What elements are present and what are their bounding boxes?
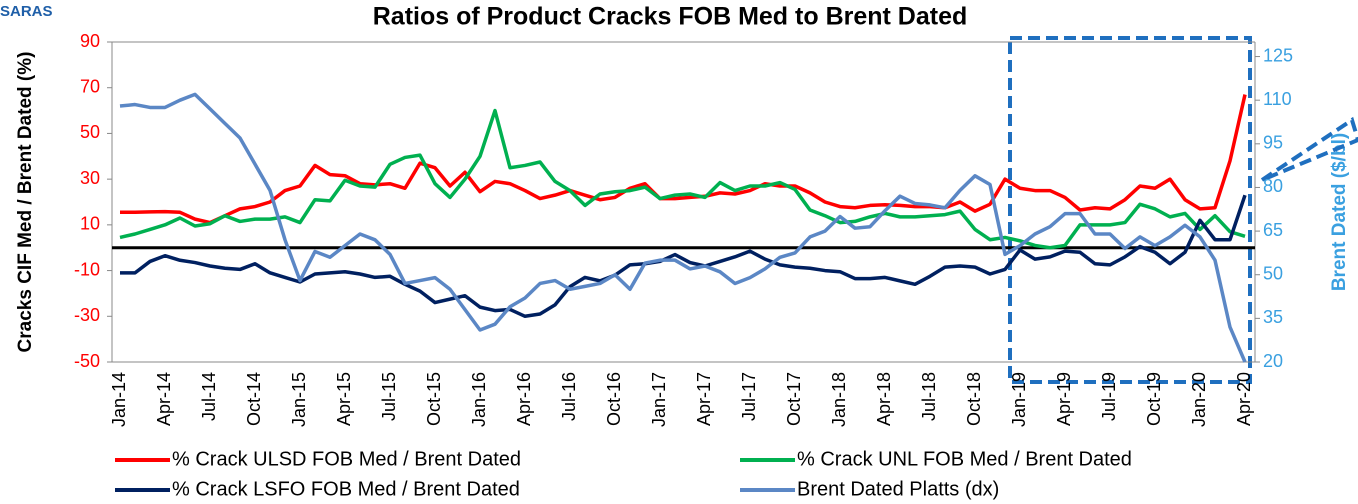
x-tick-label: Jul-15	[379, 372, 399, 421]
series-line	[119, 92, 1247, 363]
x-tick-label: Jan-20	[1189, 372, 1209, 427]
logo: SARAS	[0, 3, 53, 20]
x-tick-label: Oct-16	[604, 372, 624, 426]
x-tick-label: Oct-19	[1144, 372, 1164, 426]
y2-tick-label: 80	[1263, 176, 1283, 196]
x-tick-label: Apr-20	[1234, 372, 1254, 426]
series-line	[120, 94, 1247, 225]
y-tick-label: 90	[80, 31, 100, 51]
x-tick-label: Jan-18	[829, 372, 849, 427]
y-tick-label: 50	[80, 122, 100, 142]
x-tick-label: Apr-18	[874, 372, 894, 426]
x-tick-label: Apr-14	[154, 372, 174, 426]
series-line	[120, 194, 1247, 319]
y2-tick-label: 125	[1263, 45, 1293, 65]
legend-label: % Crack UNL FOB Med / Brent Dated	[797, 448, 1132, 470]
legend-label: % Crack LSFO FOB Med / Brent Dated	[172, 478, 520, 500]
series-line	[119, 108, 1246, 250]
y2-tick-label: 20	[1263, 351, 1283, 371]
y2-tick-label: 65	[1263, 220, 1283, 240]
x-tick-label: Jul-16	[559, 372, 579, 421]
y-tick-label: -10	[74, 259, 100, 279]
callout-arrow	[1260, 116, 1358, 182]
legend-label: Brent Dated Platts (dx)	[797, 478, 999, 500]
x-tick-label: Jul-18	[919, 372, 939, 421]
x-tick-label: Jan-14	[109, 372, 129, 427]
x-tick-label: Jul-19	[1099, 372, 1119, 421]
x-tick-label: Apr-16	[514, 372, 534, 426]
x-tick-label: Apr-15	[334, 372, 354, 426]
x-tick-label: Apr-17	[694, 372, 714, 426]
x-tick-label: Oct-18	[964, 372, 984, 426]
x-tick-label: Oct-14	[244, 372, 264, 426]
y2-tick-label: 110	[1263, 89, 1292, 109]
x-tick-label: Apr-19	[1054, 372, 1074, 426]
y-tick-label: 70	[80, 76, 100, 96]
highlight-box	[1008, 36, 1252, 384]
y2-tick-label: 95	[1263, 133, 1283, 153]
y-axis-label: Cracks CIF Med / Brent Dated (%)	[15, 52, 36, 353]
y2-axis-label: Brent Dated ($/bl)	[1329, 133, 1350, 291]
x-tick-label: Jan-16	[469, 372, 489, 427]
chart-title: Ratios of Product Cracks FOB Med to Bren…	[373, 3, 968, 31]
x-tick-label: Jan-19	[1009, 372, 1029, 427]
x-tick-label: Oct-17	[784, 372, 804, 426]
x-tick-label: Jan-15	[289, 372, 309, 427]
y-tick-label: -50	[74, 351, 100, 371]
y2-tick-label: 50	[1263, 263, 1283, 283]
x-tick-label: Oct-15	[424, 372, 444, 426]
legend-label: % Crack ULSD FOB Med / Brent Dated	[172, 448, 521, 470]
x-tick-label: Jul-17	[739, 372, 759, 421]
y-tick-label: -30	[74, 305, 100, 325]
x-tick-label: Jan-17	[649, 372, 669, 427]
y2-tick-label: 35	[1263, 307, 1283, 327]
y-tick-label: 10	[80, 214, 100, 234]
y-tick-label: 30	[80, 168, 100, 188]
x-tick-label: Jul-14	[199, 372, 219, 421]
